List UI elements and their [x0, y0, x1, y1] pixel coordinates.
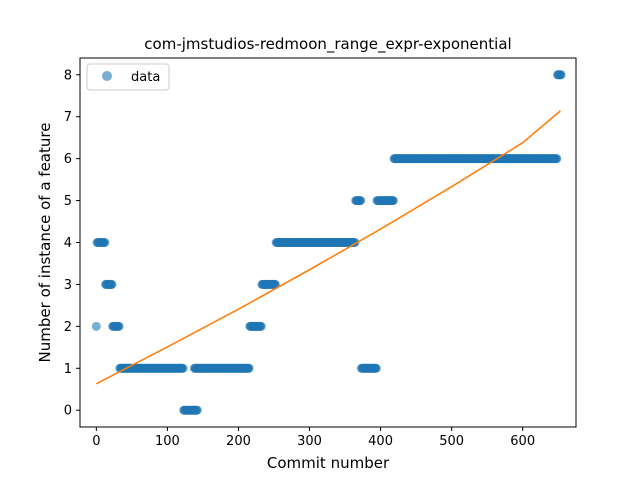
axes-frame — [79, 57, 577, 428]
axes: 0 100 200 300 400 500 600 0 1 2 3 4 5 6 7 8 — [64, 68, 535, 449]
y-tick-label: 1 — [64, 362, 72, 377]
data-point — [388, 196, 398, 206]
x-tick-label: 400 — [368, 434, 393, 449]
x-tick-label: 100 — [155, 434, 180, 449]
plot-area — [91, 70, 566, 415]
data-point — [371, 363, 381, 373]
y-tick-label: 5 — [64, 194, 72, 209]
legend: data — [86, 63, 170, 91]
y-axis-title: Number of instance of a feature — [36, 123, 54, 363]
x-tick-label: 200 — [226, 434, 251, 449]
data-point — [356, 196, 366, 206]
y-tick-label: 7 — [64, 110, 72, 125]
data-point — [244, 363, 254, 373]
data-point — [556, 70, 566, 80]
y-tick-label: 3 — [64, 278, 72, 293]
x-tick-label: 600 — [510, 434, 535, 449]
x-tick-label: 500 — [439, 434, 464, 449]
y-tick-label: 6 — [64, 152, 72, 167]
data-point — [114, 321, 124, 331]
data-point — [192, 405, 202, 415]
legend-box — [86, 63, 170, 91]
y-tick-label: 4 — [64, 236, 72, 251]
data-point — [178, 363, 188, 373]
x-axis-title: Commit number — [267, 454, 390, 472]
y-tick-label: 0 — [64, 404, 72, 419]
data-point — [552, 154, 562, 164]
data-point — [107, 279, 117, 289]
fit-line — [95, 110, 561, 385]
data-point — [100, 238, 110, 247]
y-tick-label: 2 — [64, 320, 72, 335]
data-point — [256, 321, 266, 331]
x-tick-label: 0 — [92, 434, 100, 449]
legend-marker-data — [102, 71, 112, 81]
data-point — [91, 321, 101, 331]
x-tick-label: 300 — [297, 434, 322, 449]
y-tick-label: 8 — [64, 68, 72, 83]
chart-title: com-jmstudios-redmoon_range_expr-exponen… — [144, 35, 511, 54]
legend-label-data: data — [131, 70, 160, 85]
